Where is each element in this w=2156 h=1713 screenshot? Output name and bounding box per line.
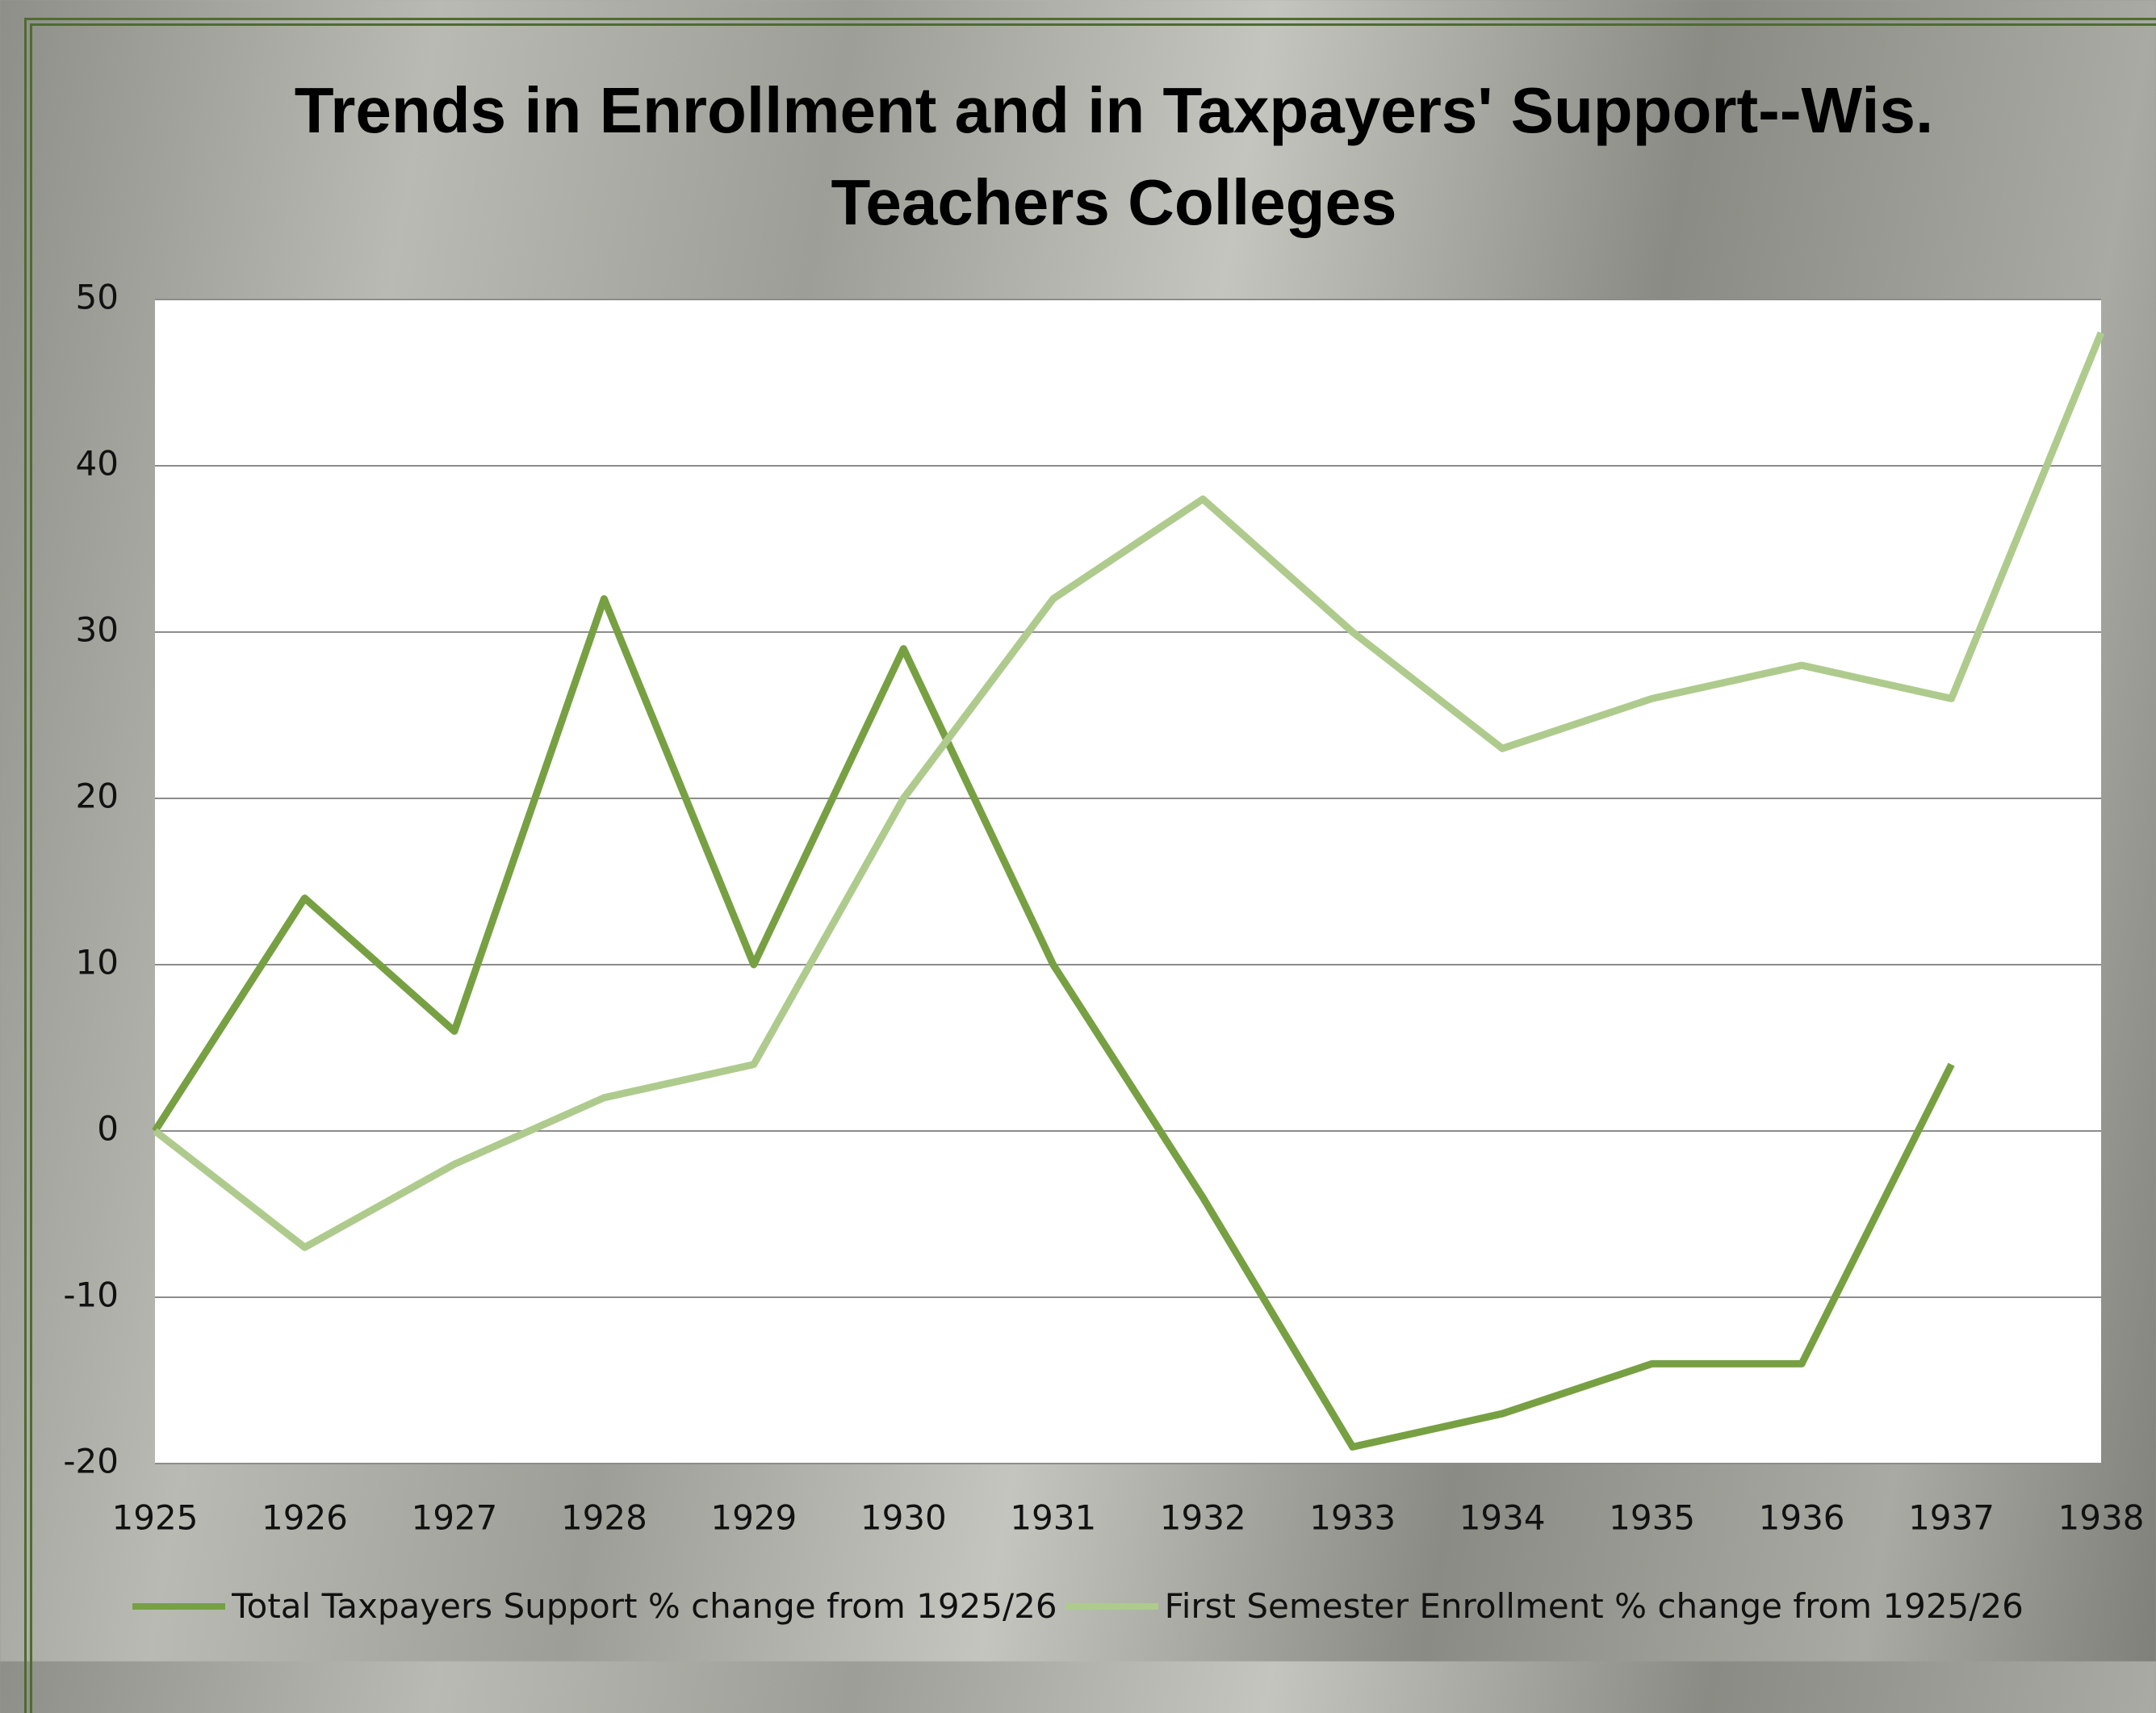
legend-swatch xyxy=(1065,1602,1158,1610)
y-tick-label: 0 xyxy=(97,1109,119,1149)
series-line xyxy=(153,331,2105,1251)
legend-label: First Semester Enrollment % change from … xyxy=(1164,1586,2024,1626)
plot-area xyxy=(155,299,2101,1464)
chart-title: Trends in Enrollment and in Taxpayers' S… xyxy=(294,74,1934,238)
y-tick-label: -20 xyxy=(63,1442,119,1481)
y-tick-label: -10 xyxy=(63,1275,119,1315)
legend: Total Taxpayers Support % change from 19… xyxy=(0,1586,2156,1626)
x-tick-label: 1926 xyxy=(262,1498,348,1538)
y-tick-label: 10 xyxy=(76,943,119,982)
x-tick-label: 1935 xyxy=(1609,1498,1695,1538)
legend-item: First Semester Enrollment % change from … xyxy=(1065,1586,2024,1626)
frame xyxy=(24,18,2156,1713)
legend-label: Total Taxpayers Support % change from 19… xyxy=(232,1586,1057,1626)
x-tick-label: 1936 xyxy=(1759,1498,1845,1538)
x-tick-label: 1930 xyxy=(860,1498,947,1538)
legend-swatch xyxy=(132,1602,226,1610)
y-tick-label: 20 xyxy=(76,777,119,816)
x-tick-label: 1927 xyxy=(411,1498,497,1538)
series-line xyxy=(152,595,1955,1451)
chart: -20 -10 0 10 20 30 40 50 1925 1926 1927 1928 1929 193… xyxy=(63,278,2145,1538)
x-tick-label: 1932 xyxy=(1160,1498,1246,1538)
legend-item: Total Taxpayers Support % change from 19… xyxy=(132,1586,1057,1626)
x-tick-label: 1928 xyxy=(561,1498,647,1538)
x-tick-label: 1938 xyxy=(2058,1498,2145,1538)
x-tick-label: 1934 xyxy=(1459,1498,1546,1538)
x-tick-label: 1933 xyxy=(1309,1498,1396,1538)
x-tick-label: 1925 xyxy=(112,1498,199,1538)
x-tick-label: 1937 xyxy=(1908,1498,1995,1538)
y-tick-label: 40 xyxy=(76,444,119,484)
y-tick-label: 50 xyxy=(76,278,119,317)
y-tick-label: 30 xyxy=(76,610,119,650)
x-tick-label: 1931 xyxy=(1010,1498,1096,1538)
x-tick-label: 1929 xyxy=(710,1498,797,1538)
